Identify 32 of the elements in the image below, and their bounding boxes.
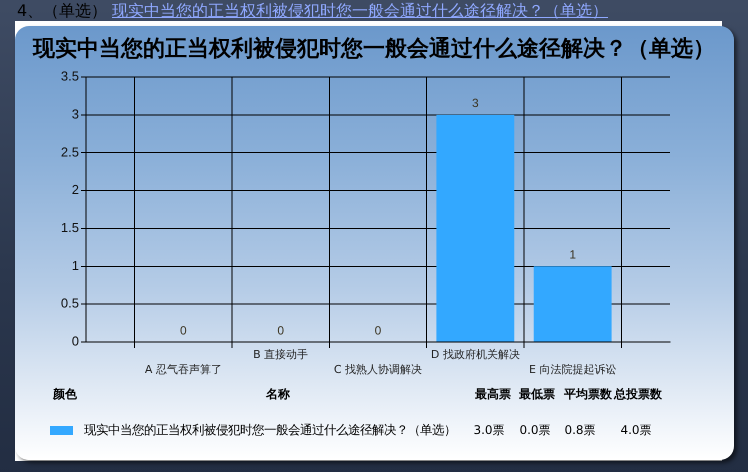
x-tick-label: B 直接动手	[253, 348, 308, 361]
y-tick-label: 1	[72, 258, 79, 273]
y-tick-label: 2.5	[60, 144, 79, 160]
data-label: 0	[374, 323, 382, 338]
text: 最低票	[519, 387, 555, 402]
data-label: 1	[569, 248, 576, 262]
data-label: 0	[277, 323, 284, 338]
y-tick-label: 3.5	[60, 68, 79, 84]
chart-title: 现实中当您的正当权利被侵犯时您一般会通过什么途径解决？（单选）	[32, 36, 715, 61]
y-tick-label: 0	[72, 334, 79, 349]
y-tick-label: 1.5	[60, 220, 79, 236]
text: 4.0票	[620, 423, 652, 438]
x-tick-label: E 向法院提起诉讼	[528, 362, 616, 376]
text: 颜色	[53, 387, 77, 402]
x-tick-label: C 找熟人协调解决	[334, 362, 422, 376]
text: 现实中当您的正当权利被侵犯时您一般会通过什么途径解决？（单选）	[112, 1, 608, 20]
x-tick-label: A 忍气吞声算了	[144, 362, 222, 376]
text: 0.8票	[564, 423, 596, 438]
text: 平均票数	[564, 387, 612, 402]
text: 名称	[266, 387, 290, 402]
legend-label: 现实中当您的正当权利被侵犯时您一般会通过什么途径解决？（单选）	[84, 423, 456, 438]
y-tick-label: 0.5	[60, 296, 79, 311]
y-tick-label: 3	[72, 106, 79, 122]
x-tick-label: D 找政府机关解决	[430, 348, 520, 361]
y-tick-label: 2	[72, 182, 79, 198]
text: 4、（单选）	[17, 1, 108, 20]
text: 总投票数	[614, 387, 662, 402]
text: 最高票	[475, 387, 511, 402]
text: 0.0票	[519, 423, 551, 438]
data-label: 3	[472, 96, 479, 110]
data-label: 0	[180, 323, 187, 338]
text: 3.0票	[473, 423, 505, 438]
